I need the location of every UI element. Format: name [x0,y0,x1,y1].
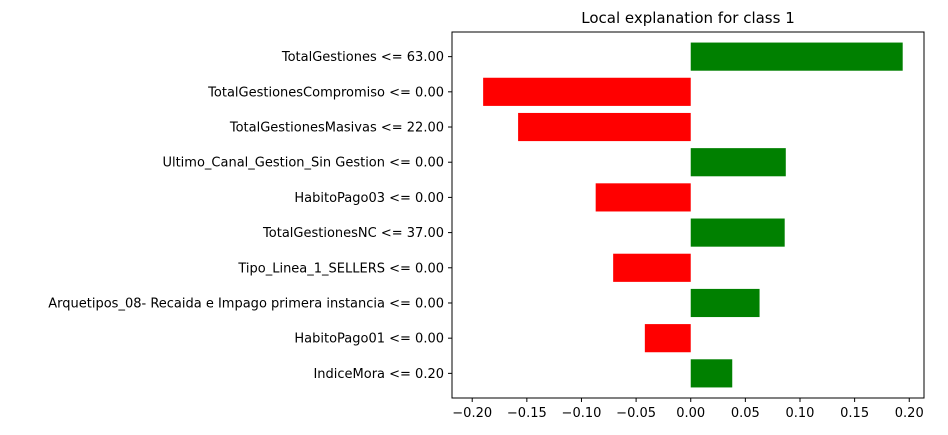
x-tick-label: −0.15 [507,406,547,421]
bar [690,288,760,318]
bar [690,218,785,247]
y-tick-label: HabitoPago03 <= 0.00 [294,191,444,206]
y-tick-labels: TotalGestiones <= 63.00 TotalGestionesCom… [48,50,452,382]
x-tick-label: 0.00 [676,406,705,421]
bar [518,112,691,142]
bar [613,253,691,282]
x-tick-label: 0.15 [840,406,869,421]
y-tick-label: TotalGestiones <= 63.00 [281,50,444,65]
bar [690,42,903,71]
bar [595,183,691,212]
x-tick-label: −0.05 [616,406,656,421]
bar [483,77,691,106]
chart-title: Local explanation for class 1 [581,9,795,27]
x-tick-label: −0.10 [562,406,602,421]
x-tick-label: 0.20 [895,406,924,421]
y-tick-label: TotalGestionesNC <= 37.00 [262,226,444,241]
bar [690,148,786,177]
y-tick-label: Ultimo_Canal_Gestion_Sin Gestion <= 0.00 [162,156,444,171]
y-tick-label: IndiceMora <= 0.20 [313,367,444,382]
bar [644,324,691,353]
x-ticks: −0.20 −0.15 −0.10 −0.05 0.00 0.05 0.10 0.15 0.20 [452,398,924,421]
y-tick-label: HabitoPago01 <= 0.00 [294,332,444,347]
x-tick-label: −0.20 [452,406,492,421]
y-tick-label: TotalGestionesMasivas <= 22.00 [229,121,444,136]
y-tick-label: Arquetipos_08- Recaida e Impago primera … [48,296,444,311]
bars [483,42,903,388]
bar [690,359,733,388]
x-tick-label: 0.10 [786,406,815,421]
plot-frame [451,31,925,399]
y-tick-label: TotalGestionesCompromiso <= 0.00 [207,85,444,100]
y-tick-label: Tipo_Linea_1_SELLERS <= 0.00 [237,261,444,276]
x-tick-label: 0.05 [731,406,760,421]
